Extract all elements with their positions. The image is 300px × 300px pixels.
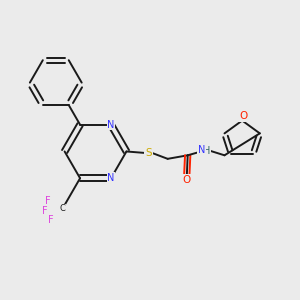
Text: F: F: [46, 196, 51, 206]
Text: S: S: [145, 148, 152, 158]
Text: O: O: [239, 111, 247, 121]
Text: F: F: [48, 215, 54, 225]
Text: O: O: [183, 175, 191, 185]
Text: N: N: [107, 173, 115, 183]
Text: N: N: [107, 120, 115, 130]
Text: F: F: [42, 206, 47, 216]
Text: N: N: [198, 145, 205, 155]
Text: C: C: [59, 204, 65, 213]
Text: H: H: [203, 146, 211, 156]
